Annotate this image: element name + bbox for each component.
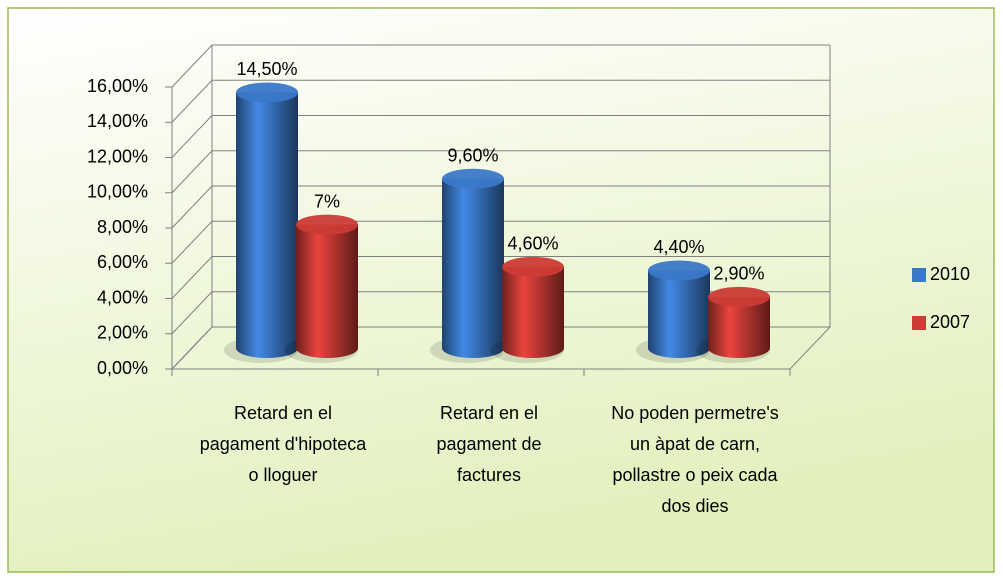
cylinder-top	[442, 168, 504, 189]
data-label: 4,60%	[507, 234, 558, 254]
cylinder-top	[708, 286, 770, 307]
data-label: 4,40%	[653, 237, 704, 257]
data-label: 7%	[314, 191, 340, 211]
cylinder-body	[296, 224, 358, 358]
legend-swatch	[912, 268, 926, 282]
legend-swatch	[912, 316, 926, 330]
y-tick-label: 8,00%	[97, 217, 148, 237]
y-tick-label: 12,00%	[87, 146, 148, 166]
x-tick-label: Retard en el pagament de factures	[436, 403, 542, 485]
grid-line	[171, 291, 830, 335]
y-tick-label: 0,00%	[97, 358, 148, 378]
y-tick-label: 4,00%	[97, 287, 148, 307]
x-tick-label: Retard en el pagament d'hipoteca o llogu…	[199, 403, 367, 485]
y-tick-label: 16,00%	[87, 76, 148, 96]
cylinder-top	[236, 82, 298, 103]
x-tick-label: No poden permetre's un àpat de carn, pol…	[611, 403, 779, 516]
grid-line	[171, 185, 830, 229]
grid-line	[171, 326, 830, 370]
grid-line	[171, 115, 830, 158]
grid-line	[171, 150, 830, 194]
cylinder	[696, 286, 770, 363]
grid-line	[171, 220, 830, 264]
legend-label: 2010	[930, 264, 970, 284]
data-label: 14,50%	[236, 59, 297, 79]
cylinder-top	[502, 256, 564, 277]
cylinder	[224, 82, 298, 363]
cylinder-body	[442, 178, 504, 358]
cylinder	[490, 256, 564, 363]
y-tick-label: 2,00%	[97, 323, 148, 343]
cylinder	[430, 168, 504, 363]
cylinder	[636, 260, 710, 363]
cylinder	[284, 214, 358, 363]
y-tick-label: 6,00%	[97, 252, 148, 272]
cylinder-body	[708, 296, 770, 358]
y-tick-label: 10,00%	[87, 182, 148, 202]
data-label: 9,60%	[447, 146, 498, 166]
cylinder-top	[296, 214, 358, 235]
data-label: 2,90%	[713, 264, 764, 284]
grid-line	[171, 256, 830, 299]
cylinder-body	[502, 266, 564, 358]
cylinder-body	[236, 92, 298, 358]
legend-label: 2007	[930, 312, 970, 332]
cylinder-body	[648, 270, 710, 358]
y-tick-label: 14,00%	[87, 111, 148, 131]
cylinder-top	[648, 260, 710, 281]
grid-line	[171, 79, 830, 123]
grid-line	[171, 44, 830, 88]
